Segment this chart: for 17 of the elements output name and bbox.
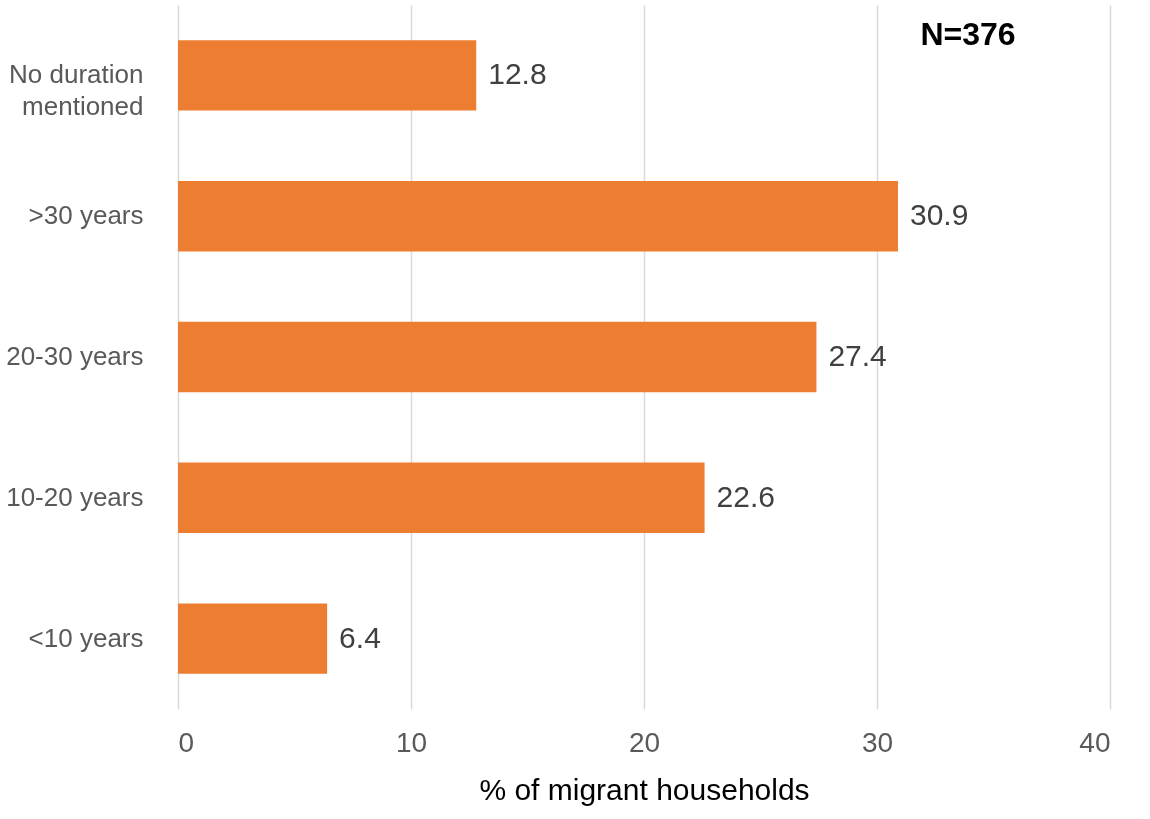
y-tick-label: >30 years bbox=[28, 200, 144, 231]
data-label: 27.4 bbox=[828, 339, 887, 372]
data-label: 6.4 bbox=[339, 620, 381, 654]
data-label: 22.6 bbox=[716, 479, 775, 513]
y-tick-label: <10 years bbox=[28, 622, 144, 653]
x-tick-label: 0 bbox=[178, 726, 195, 758]
y-tick-label: No duration mentioned bbox=[9, 59, 144, 122]
x-tick-label: 20 bbox=[628, 726, 661, 758]
x-tick-label: 40 bbox=[1079, 726, 1111, 758]
y-tick-label: 10-20 years bbox=[6, 481, 144, 512]
data-label: 12.8 bbox=[488, 57, 547, 91]
x-axis-title: % of migrant households bbox=[479, 772, 810, 806]
x-tick-label: 30 bbox=[861, 726, 894, 758]
annotation: N=376 bbox=[920, 16, 1016, 52]
data-label: 30.9 bbox=[909, 198, 969, 232]
y-tick-label: 20-30 years bbox=[6, 341, 144, 371]
x-tick-label: 10 bbox=[395, 726, 428, 758]
